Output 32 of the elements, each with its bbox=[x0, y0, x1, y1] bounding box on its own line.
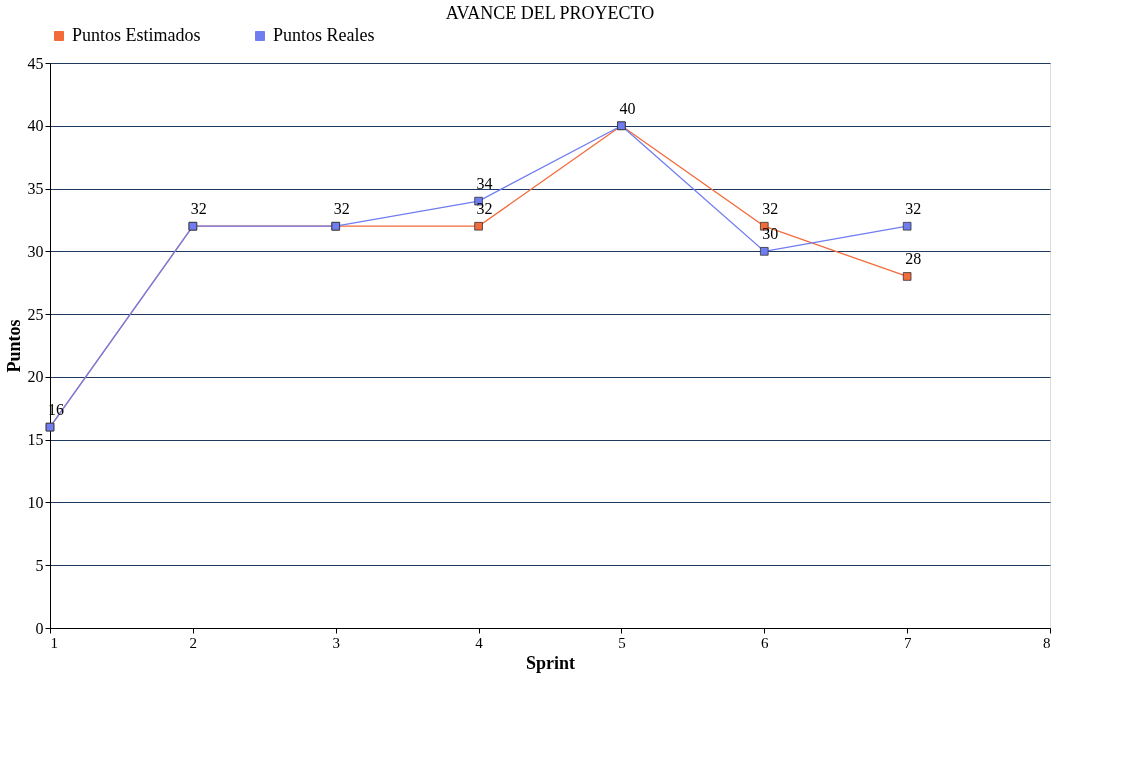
data-label: 40 bbox=[619, 99, 636, 117]
data-label: 28 bbox=[905, 250, 922, 268]
x-tick-label: 4 bbox=[475, 634, 484, 651]
x-tick-label: 2 bbox=[189, 634, 198, 651]
y-tick-label: 20 bbox=[27, 368, 44, 386]
x-tick-label: 5 bbox=[618, 634, 626, 651]
x-tick-label: 1 bbox=[50, 634, 58, 651]
y-tick-label: 40 bbox=[27, 117, 44, 135]
y-tick-label: 5 bbox=[35, 556, 44, 574]
data-label: 30 bbox=[762, 225, 779, 243]
y-tick-label: 0 bbox=[35, 619, 44, 637]
x-tick-label: 8 bbox=[1043, 634, 1051, 651]
data-label: 32 bbox=[190, 200, 207, 218]
y-tick-label: 30 bbox=[27, 242, 44, 260]
data-label: 32 bbox=[762, 200, 779, 218]
y-tick-label: 45 bbox=[27, 54, 44, 72]
y-axis-title: Puntos bbox=[3, 319, 24, 373]
y-tick-label: 10 bbox=[27, 493, 44, 511]
data-label: 34 bbox=[476, 175, 493, 193]
x-axis-title: Sprint bbox=[525, 652, 576, 673]
chart-title: AVANCE DEL PROYECTO bbox=[445, 3, 655, 23]
y-tick-label: 15 bbox=[27, 431, 44, 449]
x-tick-label: 7 bbox=[903, 634, 912, 651]
legend-label: Puntos Reales bbox=[273, 25, 375, 45]
data-label: 32 bbox=[333, 200, 350, 218]
legend-label: Puntos Estimados bbox=[72, 25, 201, 45]
y-tick-label: 35 bbox=[27, 180, 44, 198]
x-tick-label: 6 bbox=[761, 634, 770, 651]
data-label: 32 bbox=[905, 200, 922, 218]
y-tick-label: 25 bbox=[27, 305, 44, 323]
data-label: 32 bbox=[476, 200, 493, 218]
x-tick-label: 3 bbox=[332, 634, 340, 651]
